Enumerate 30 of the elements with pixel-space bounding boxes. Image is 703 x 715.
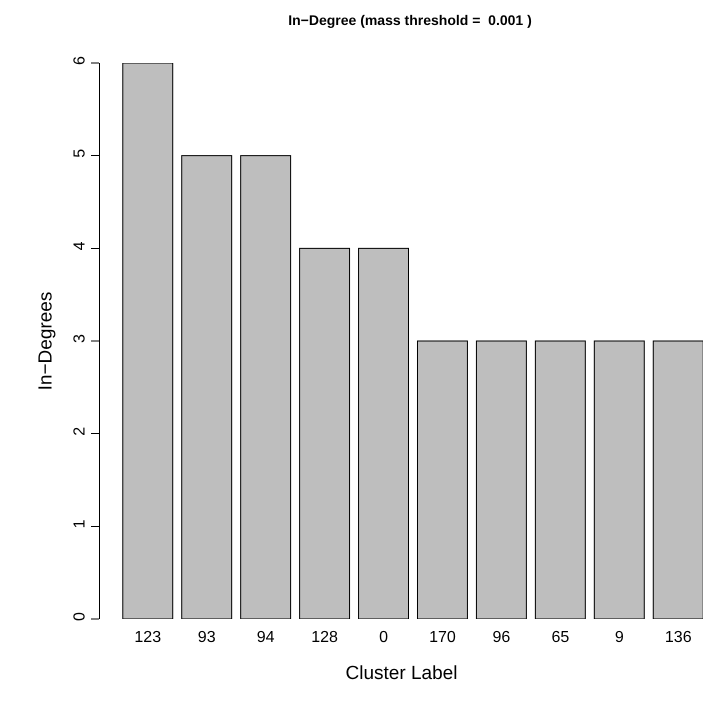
y-tick-label: 1	[72, 519, 89, 528]
x-tick-label: 123	[134, 629, 162, 646]
y-tick-label: 4	[72, 241, 89, 250]
x-tick-label: 9	[614, 629, 624, 646]
bar	[240, 155, 292, 619]
x-tick-label: 96	[492, 629, 510, 646]
chart-title: In−Degree (mass threshold = 0.001 )	[288, 12, 532, 28]
bar	[181, 155, 232, 619]
bar	[476, 340, 527, 619]
bar	[534, 340, 586, 619]
y-axis-title: In−Degrees	[35, 292, 56, 390]
x-tick-label: 0	[379, 629, 388, 646]
y-tick-label: 3	[72, 334, 89, 344]
x-tick-label: 128	[311, 629, 338, 646]
bar	[358, 248, 409, 619]
x-tick-label: 136	[664, 629, 692, 646]
bar	[299, 248, 350, 619]
x-tick-label: 93	[198, 629, 216, 646]
bar	[594, 340, 645, 619]
x-axis-title: Cluster Label	[346, 662, 458, 684]
y-tick-label: 0	[72, 612, 89, 622]
x-tick-label: 65	[551, 629, 570, 646]
x-tick-label: 94	[256, 629, 275, 646]
y-tick-label: 5	[72, 148, 89, 158]
bar	[416, 340, 468, 619]
bar	[122, 63, 174, 619]
y-tick-label: 6	[72, 56, 89, 66]
x-tick-label: 170	[429, 629, 456, 646]
bar	[652, 340, 703, 619]
y-tick-label: 2	[72, 426, 89, 436]
